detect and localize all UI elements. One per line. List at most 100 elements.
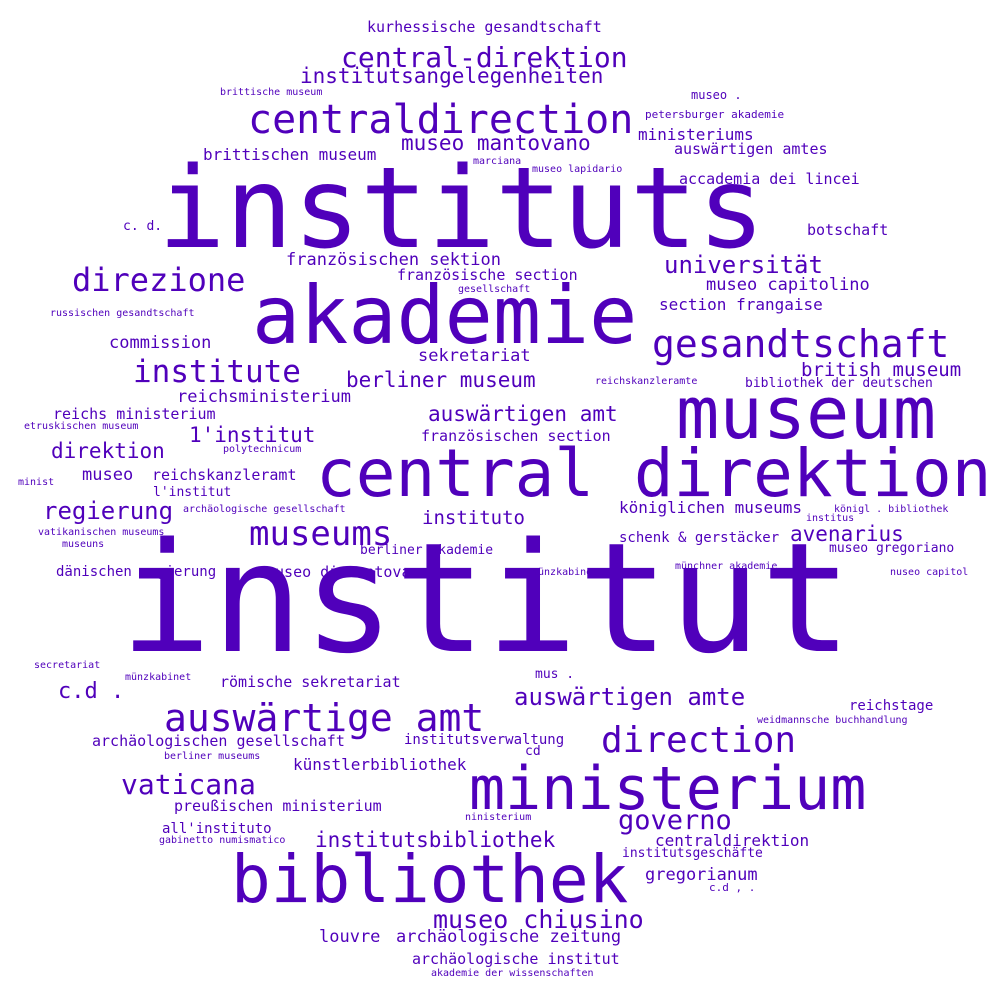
word: museo lapidario (532, 164, 623, 175)
word: schenk & gerstäcker (619, 530, 780, 546)
word: brittischen museum (203, 145, 377, 164)
word: französischen sektion (286, 250, 501, 270)
word: münchner akademie (675, 561, 778, 572)
word: centraldirection (248, 97, 634, 143)
word: reichskanzleramt (152, 466, 297, 484)
word: münzkabinets (532, 567, 605, 578)
word: vatikanischen museums (38, 527, 165, 538)
word: sekretariat (418, 346, 531, 366)
word: weidmannsche buchhandlung (757, 715, 908, 726)
word: archäologische gesellschaft (183, 504, 346, 515)
word: museuns (62, 539, 105, 550)
word: römische sekretariat (220, 673, 401, 691)
word: auswärtigen amt (428, 402, 618, 426)
word: petersburger akademie (645, 108, 785, 121)
word: polytechnicum (223, 444, 302, 455)
word: akademie der wissenschaften (431, 968, 594, 979)
word: museo di mantova (266, 563, 411, 581)
word: etruskischen museum (24, 421, 139, 432)
word: minist (18, 477, 55, 488)
word: central direktion (316, 435, 992, 512)
word: archäologischen gesellschaft (92, 732, 345, 750)
word: c.d , . (709, 881, 756, 894)
word: ministerium (469, 754, 867, 824)
word: museo . (691, 88, 742, 102)
word: direktion (51, 439, 165, 463)
word: münzkabinet (125, 672, 192, 683)
word: c. d. (123, 219, 163, 234)
word: gregorianum (645, 865, 758, 885)
word: centraldirektion (655, 831, 810, 850)
word: archäologische zeitung (396, 927, 622, 947)
word: mus . (535, 667, 575, 682)
word: louvre (319, 927, 381, 947)
word: berliner akademie (360, 543, 494, 558)
word: british museum (801, 359, 962, 381)
word: direzione (72, 261, 246, 299)
word: reichstage (849, 698, 934, 714)
word: bibliothek (231, 841, 629, 918)
word: commission (109, 333, 212, 353)
word: gesellschaft (458, 284, 531, 295)
word: l'institut (153, 485, 232, 500)
word: auswärtigen amtes (674, 140, 828, 158)
word: französischen section (421, 427, 611, 445)
word: avenarius (790, 522, 904, 546)
word: section frangaise (659, 295, 823, 314)
word: museums (249, 514, 393, 554)
word: künstlerbibliothek (293, 755, 467, 774)
word: königl . bibliothek (834, 504, 949, 515)
word: reichs ministerium (53, 405, 216, 423)
word: regierung (43, 497, 174, 525)
word: governo (618, 805, 732, 836)
word: berliner museums (164, 751, 261, 762)
word: bibliothek der deutschen (745, 376, 933, 391)
word: institutsangelegenheiten (300, 64, 604, 88)
word: französische section (397, 266, 578, 284)
word: institutsbibliothek (315, 828, 556, 852)
word: 1'institut (189, 423, 316, 447)
word: berliner museum (346, 368, 536, 392)
word: auswärtigen amte (514, 683, 746, 711)
word: akademie (252, 269, 638, 362)
word: secretariat (34, 660, 101, 671)
word: direction (601, 720, 797, 761)
word: institus (806, 513, 855, 524)
word: gabinetto numismatico (159, 835, 286, 846)
word: instituto (422, 507, 525, 529)
word: c.d . (58, 679, 125, 704)
word: cd (525, 744, 541, 759)
word: kurhessische gesandtschaft (367, 18, 602, 36)
word: nuseo capitol (890, 567, 969, 578)
word: institute (133, 354, 301, 390)
word: ninisterium (465, 812, 532, 823)
word: marciana (473, 156, 522, 167)
word: central-direktion (341, 41, 628, 74)
word: museo mantovano (401, 131, 591, 155)
word: ministeriums (638, 125, 754, 144)
word: museo gregoriano (829, 541, 955, 556)
word: museum (676, 371, 937, 455)
word: instituts (158, 144, 765, 274)
word: accademia dei lincei (679, 170, 860, 188)
word: brittische museum (220, 87, 323, 98)
word: gesandtschaft (652, 322, 950, 366)
word: dänischen regierung (56, 564, 217, 580)
word: preußischen ministerium (174, 797, 382, 815)
word: institutsgeschäfte (622, 846, 763, 861)
word: botschaft (807, 221, 889, 239)
word: institut (120, 510, 853, 687)
word: russischen gesandtschaft (50, 308, 195, 319)
word: all'instituto (162, 821, 272, 837)
word: museo chiusino (433, 905, 644, 934)
word: museo (82, 465, 134, 485)
word: museo capitolino (706, 275, 870, 295)
word: universität (664, 251, 823, 279)
word: institutsverwaltung (404, 732, 565, 748)
word: archäologische institut (412, 950, 620, 968)
word: reichskanzleramte (595, 376, 698, 387)
word: auswärtige amt (164, 696, 485, 740)
word: reichsministerium (177, 387, 351, 407)
word: vaticana (121, 768, 256, 801)
